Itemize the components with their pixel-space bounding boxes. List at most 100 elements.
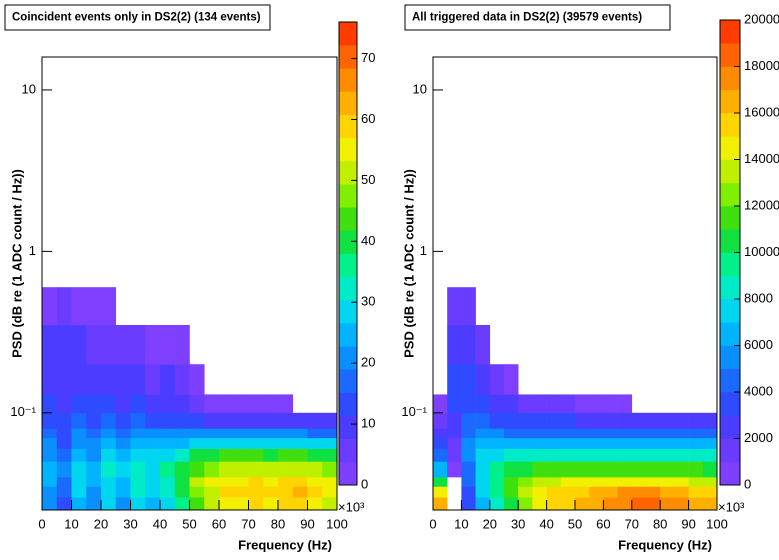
heatmap-cell — [145, 428, 161, 439]
heatmap-cell — [115, 394, 131, 414]
heatmap-cell — [504, 461, 519, 478]
heatmap-cell — [145, 437, 161, 449]
heatmap-cell — [115, 461, 131, 478]
color-bar-step — [339, 299, 357, 324]
heatmap-cell — [175, 287, 190, 325]
heatmap-cell — [489, 437, 505, 449]
heatmap-cell — [674, 437, 689, 449]
heatmap-cell — [632, 394, 647, 413]
heatmap-cell — [174, 461, 190, 478]
color-bar-label: 0 — [744, 476, 751, 491]
heatmap-cell — [504, 287, 519, 325]
heatmap-cell — [308, 394, 323, 413]
heatmap-cell — [116, 287, 131, 325]
heatmap-cell — [631, 497, 647, 511]
heatmap-cell — [575, 287, 590, 325]
heatmap-cell — [248, 437, 264, 449]
x-tick-label: 90 — [681, 516, 695, 531]
x-axis-label: Frequency (Hz) — [238, 537, 332, 552]
heatmap-cell — [115, 428, 131, 439]
heatmap-cell — [219, 428, 235, 439]
heatmap-cell — [589, 325, 604, 365]
heatmap-cell — [603, 486, 618, 498]
heatmap-cell — [575, 428, 590, 439]
heatmap-cell — [475, 324, 491, 365]
heatmap-cell — [204, 477, 220, 487]
heatmap-cell — [204, 486, 220, 498]
heatmap-cell — [101, 394, 117, 414]
heatmap-cell — [160, 428, 176, 439]
x-axis-label: Frequency (Hz) — [618, 537, 712, 552]
heatmap-cell — [660, 437, 675, 449]
heatmap-cell — [632, 287, 647, 325]
heatmap-cell — [322, 287, 337, 325]
heatmap-cell — [617, 461, 633, 478]
heatmap-cell — [219, 437, 235, 449]
heatmap-cell — [674, 428, 689, 439]
heatmap-cell — [130, 497, 146, 511]
heatmap-cell — [532, 497, 547, 511]
heatmap-cell — [263, 497, 279, 511]
heatmap-cell — [234, 364, 249, 395]
heatmap-cell — [189, 364, 205, 395]
heatmap-cell — [145, 287, 160, 325]
heatmap-cell — [145, 364, 161, 395]
x-tick-label: 20 — [94, 516, 108, 531]
heatmap-cell — [322, 364, 337, 395]
heatmap-cell — [42, 287, 58, 326]
heatmap-cell — [249, 287, 264, 325]
heatmap-cell — [278, 428, 294, 439]
x-tick-label: 40 — [539, 516, 553, 531]
heatmap-cell — [433, 287, 448, 325]
y-tick-label: 10⁻¹ — [401, 404, 427, 419]
heatmap-cell — [518, 448, 533, 462]
heatmap-cell — [603, 394, 618, 414]
heatmap-cell — [233, 448, 249, 462]
heatmap-cell — [575, 364, 590, 395]
heatmap-cell — [101, 364, 117, 395]
heatmap-cell — [546, 428, 562, 439]
heatmap-cell — [322, 486, 338, 498]
heatmap-cell — [646, 477, 661, 487]
heatmap-cell — [518, 486, 533, 498]
heatmap-cell — [86, 428, 102, 439]
heatmap-cell — [632, 325, 647, 365]
y-axis-label: PSD (dB re (1 ADC count / Hz)) — [401, 169, 416, 358]
heatmap-cell — [160, 448, 176, 462]
heatmap-cell — [292, 497, 308, 511]
x-tick-label: 80 — [271, 516, 285, 531]
heatmap-cell — [322, 477, 338, 487]
heatmap-cell — [532, 364, 547, 395]
heatmap-cell — [646, 364, 661, 395]
heatmap-cell — [504, 428, 519, 439]
heatmap-cell — [617, 437, 633, 449]
heatmap-cell — [461, 448, 476, 462]
heatmap-cell — [660, 394, 675, 413]
heatmap-cell — [489, 477, 505, 487]
heatmap-cell — [233, 497, 249, 511]
y-tick-label: 10⁻¹ — [10, 404, 36, 419]
heatmap-cell — [561, 325, 576, 365]
color-bar-step — [339, 22, 357, 46]
heatmap-cell — [589, 448, 604, 462]
heatmap-cell — [263, 394, 279, 414]
heatmap-cell — [575, 437, 590, 449]
heatmap-cell — [674, 486, 689, 498]
heatmap-cell — [532, 461, 547, 478]
heatmap-cell — [160, 486, 176, 498]
heatmap-cell — [292, 437, 308, 449]
chart-title: Coincident events only in DS2(2) (134 ev… — [12, 12, 261, 24]
heatmap-cell — [204, 437, 220, 449]
heatmap-cell — [189, 394, 205, 414]
heatmap-cell — [617, 448, 633, 462]
heatmap-cell — [646, 412, 661, 429]
heatmap-cell — [71, 412, 87, 429]
color-bar-step — [720, 20, 740, 44]
color-bar-step — [339, 253, 357, 277]
heatmap-cell — [263, 448, 279, 462]
heatmap-cell — [617, 486, 633, 498]
heatmap-cell — [546, 477, 562, 487]
heatmap-cell — [278, 412, 294, 429]
heatmap-cell — [86, 448, 102, 462]
